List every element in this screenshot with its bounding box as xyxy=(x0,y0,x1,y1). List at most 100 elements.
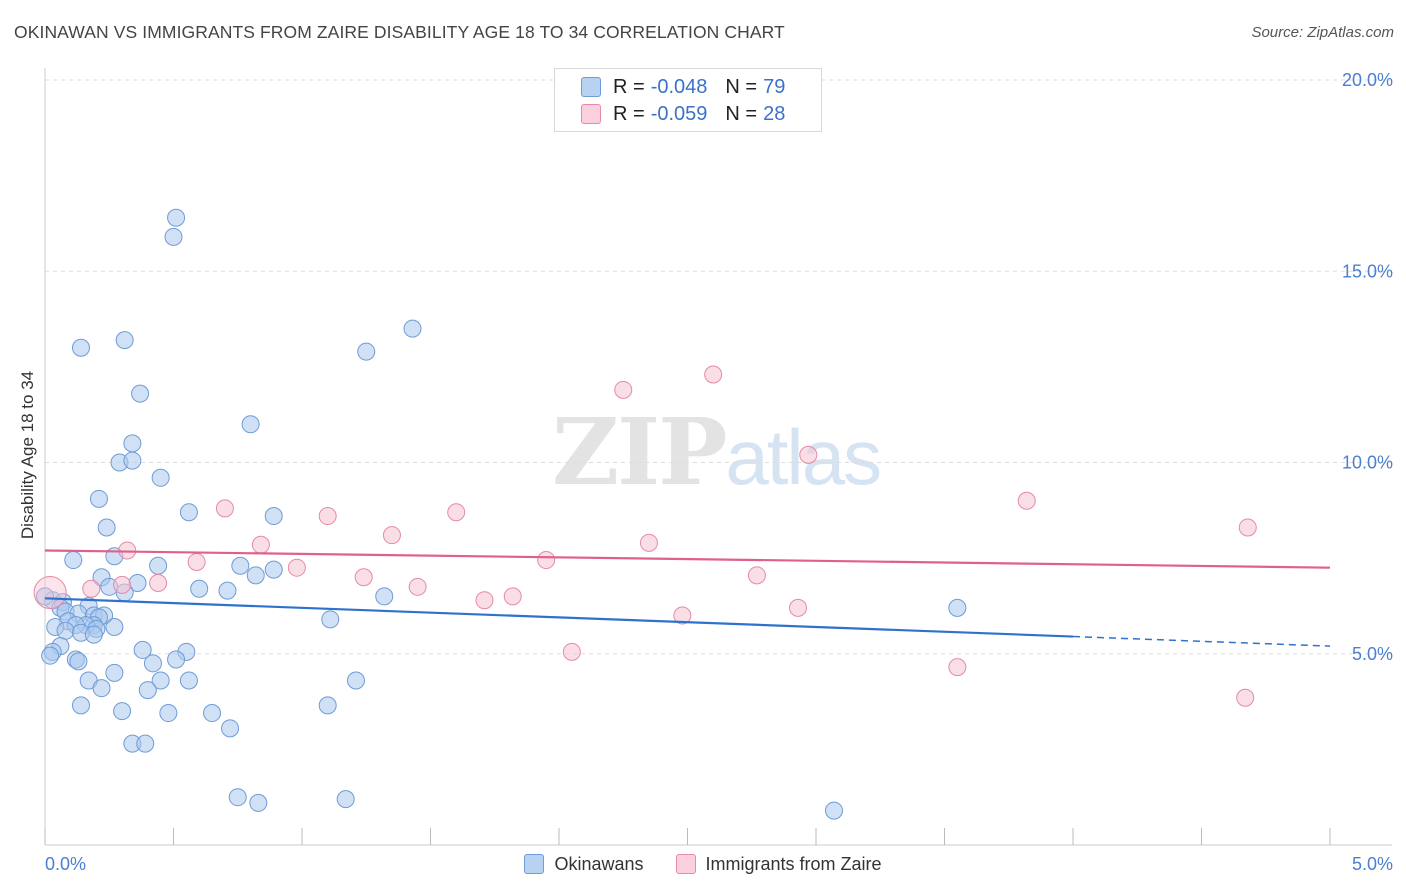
zaire-point xyxy=(354,568,373,587)
legend-r-label: R = xyxy=(613,75,645,98)
okinawan-point xyxy=(164,227,183,246)
zaire-points xyxy=(33,365,1257,707)
okinawan-point xyxy=(84,625,103,644)
okinawan-point xyxy=(221,719,240,738)
okinawan-point xyxy=(228,788,247,807)
zaire-point xyxy=(799,445,818,464)
okinawan-point xyxy=(41,646,60,665)
okinawans-points xyxy=(36,208,967,820)
okinawans-trend-line xyxy=(44,597,1074,638)
okinawan-point xyxy=(64,551,83,570)
zaire-point xyxy=(215,499,234,518)
zaire-point xyxy=(747,566,766,585)
okinawan-point xyxy=(71,338,90,357)
okinawan-point xyxy=(133,640,152,659)
legend-n-value: 28 xyxy=(763,102,786,125)
source-label: Source: ZipAtlas.com xyxy=(1251,24,1394,41)
okinawan-point xyxy=(115,331,134,350)
zaire-point xyxy=(82,579,101,598)
watermark: ZIPatlas xyxy=(552,398,882,506)
okinawan-point xyxy=(249,793,268,812)
okinawan-point xyxy=(159,704,178,723)
zaire-point xyxy=(562,642,581,661)
legend-swatch-pink xyxy=(581,104,601,124)
okinawan-point xyxy=(123,451,142,470)
okinawan-point xyxy=(167,650,186,669)
okinawan-point xyxy=(105,617,124,636)
okinawan-point xyxy=(56,621,75,640)
zaire-point xyxy=(408,577,427,596)
zaire-point xyxy=(614,380,633,399)
okinawan-point xyxy=(336,790,355,809)
legend-label-okinawans: Okinawans xyxy=(554,853,644,874)
legend-row-okinawans: R = -0.048 N = 79 xyxy=(581,75,785,99)
okinawan-point xyxy=(36,587,54,606)
legend-n-label: N = xyxy=(725,75,758,98)
zaire-point xyxy=(789,598,808,617)
tick-labels: 5.0% 10.0% 15.0% 20.0% 0.0% 5.0% xyxy=(45,70,1393,874)
zaire-point xyxy=(1236,688,1255,707)
okinawan-point xyxy=(357,342,376,361)
okinawan-point xyxy=(179,671,198,690)
okinawan-point xyxy=(92,679,111,698)
okinawan-point xyxy=(71,696,90,715)
okinawan-point xyxy=(264,560,283,579)
y-tick-label: 15.0% xyxy=(1342,261,1393,281)
okinawan-point xyxy=(138,681,157,700)
zaire-point xyxy=(537,551,556,570)
y-tick-label: 5.0% xyxy=(1352,644,1393,664)
okinawan-point xyxy=(131,384,150,403)
zaire-point xyxy=(1238,518,1257,537)
zaire-point xyxy=(948,658,967,677)
okinawan-point xyxy=(824,801,843,820)
zaire-point xyxy=(187,552,206,571)
legend-swatch-okinawans xyxy=(524,854,545,874)
okinawan-point xyxy=(149,556,168,575)
okinawan-point xyxy=(375,587,394,606)
okinawan-point xyxy=(105,663,124,682)
legend-swatch-zaire xyxy=(675,854,696,874)
legend-r-label: R = xyxy=(613,102,645,125)
x-tick-label: 5.0% xyxy=(1352,854,1393,874)
okinawan-point xyxy=(151,468,170,487)
zaire-point xyxy=(318,507,337,526)
legend-label-zaire: Immigrants from Zaire xyxy=(705,853,882,874)
okinawan-point xyxy=(346,671,365,690)
okinawan-point xyxy=(97,518,116,537)
watermark-zip: ZIP xyxy=(552,398,727,506)
chart-title: OKINAWAN VS IMMIGRANTS FROM ZAIRE DISABI… xyxy=(14,22,785,42)
series-legend: Okinawans Immigrants from Zaire xyxy=(0,850,1406,878)
y-tick-label: 10.0% xyxy=(1342,453,1393,473)
zaire-point-large xyxy=(33,576,67,610)
legend-n-label: N = xyxy=(725,102,758,125)
legend-r-value: -0.059 xyxy=(650,102,708,125)
okinawan-point xyxy=(69,652,88,671)
legend-item-zaire[interactable]: Immigrants from Zaire xyxy=(675,853,882,875)
zaire-point xyxy=(382,526,401,545)
okinawan-point xyxy=(264,507,283,526)
legend-r-value: -0.048 xyxy=(650,75,708,98)
zaire-point xyxy=(475,591,494,610)
legend-item-okinawans[interactable]: Okinawans xyxy=(524,853,644,875)
okinawan-point xyxy=(179,503,198,522)
zaire-point xyxy=(149,573,168,592)
okinawan-point xyxy=(89,489,108,508)
okinawan-point xyxy=(241,415,260,434)
okinawans-trend-extension xyxy=(1072,635,1331,647)
okinawan-point xyxy=(167,208,186,227)
axes xyxy=(44,68,1392,846)
trend-lines xyxy=(44,549,1331,647)
okinawan-point xyxy=(403,319,422,338)
zaire-point xyxy=(447,503,466,522)
correlation-legend: R = -0.048 N = 79 R = -0.059 N = 28 xyxy=(554,68,822,132)
zaire-point xyxy=(503,587,522,606)
x-tick-label: 0.0% xyxy=(45,854,86,874)
okinawan-point xyxy=(113,702,132,721)
okinawan-point xyxy=(136,734,155,753)
okinawan-point xyxy=(123,434,142,453)
okinawan-point xyxy=(190,579,209,598)
legend-n-value: 79 xyxy=(763,75,786,98)
zaire-trend-line xyxy=(44,549,1331,569)
okinawan-point xyxy=(218,581,237,600)
